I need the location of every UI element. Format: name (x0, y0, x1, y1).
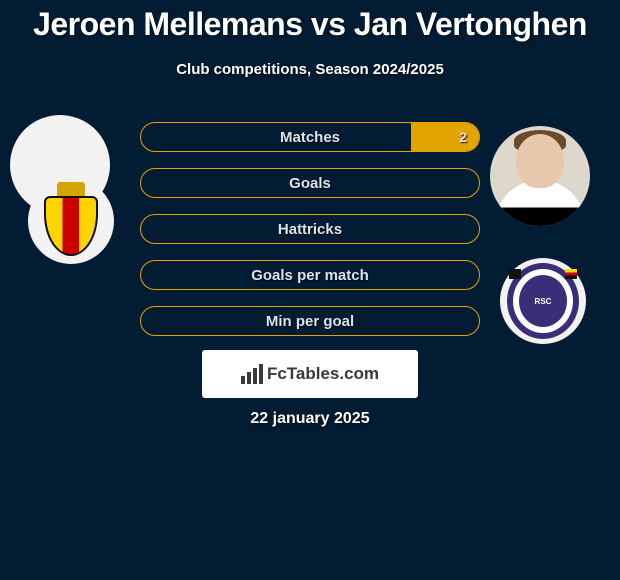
stat-row: Min per goal (140, 306, 480, 336)
stat-label: Goals (289, 175, 331, 192)
watermark: FcTables.com (202, 350, 418, 398)
player-photo-right (490, 126, 590, 226)
club-badge-right: RSC (500, 258, 586, 344)
stat-label: Goals per match (251, 267, 369, 284)
stat-value-right: 2 (459, 129, 467, 145)
stat-label: Matches (280, 129, 340, 146)
stats-block: Matches 2 Goals Hattricks Goals per match Min… (140, 122, 480, 352)
date-label: 22 january 2025 (0, 410, 620, 428)
watermark-label: FcTables.com (267, 364, 379, 384)
stat-row: Hattricks (140, 214, 480, 244)
player-silhouette-icon (490, 126, 590, 226)
stat-row: Goals (140, 168, 480, 198)
stat-label: Hattricks (278, 221, 342, 238)
stat-fill-right (411, 123, 479, 151)
subtitle: Club competitions, Season 2024/2025 (0, 61, 620, 78)
stat-row: Goals per match (140, 260, 480, 290)
stat-label: Min per goal (266, 313, 354, 330)
mechelen-shield-icon (44, 186, 98, 256)
barchart-icon (241, 364, 265, 384)
anderlecht-crest-icon: RSC (507, 263, 579, 339)
club-badge-left (28, 178, 114, 264)
stat-row: Matches 2 (140, 122, 480, 152)
page-title: Jeroen Mellemans vs Jan Vertonghen (0, 0, 620, 43)
